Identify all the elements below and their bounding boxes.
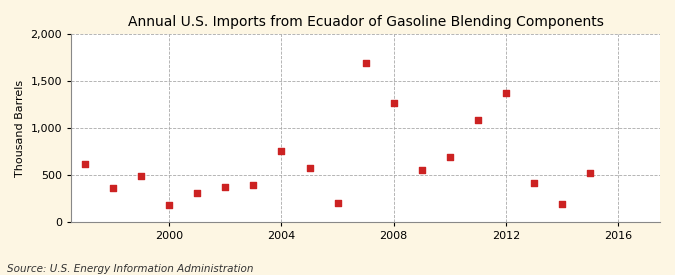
Point (164, 203, 175, 208)
Point (388, 101, 399, 105)
Point (585, 170, 595, 175)
Point (500, 91, 511, 95)
Point (472, 117, 483, 122)
Point (444, 154, 455, 159)
Y-axis label: Thousand Barrels: Thousand Barrels (15, 79, 25, 177)
Point (80, 161, 90, 166)
Point (332, 201, 343, 206)
Point (416, 167, 427, 172)
Point (136, 174, 146, 178)
Point (360, 61, 371, 65)
Point (220, 184, 231, 189)
Point (276, 148, 287, 153)
Point (192, 191, 202, 195)
Point (556, 202, 567, 207)
Point (529, 181, 539, 185)
Title: Annual U.S. Imports from Ecuador of Gasoline Blending Components: Annual U.S. Imports from Ecuador of Gaso… (128, 15, 603, 29)
Point (248, 183, 259, 187)
Point (304, 166, 315, 170)
Text: Source: U.S. Energy Information Administration: Source: U.S. Energy Information Administ… (7, 264, 253, 274)
Point (108, 186, 119, 190)
